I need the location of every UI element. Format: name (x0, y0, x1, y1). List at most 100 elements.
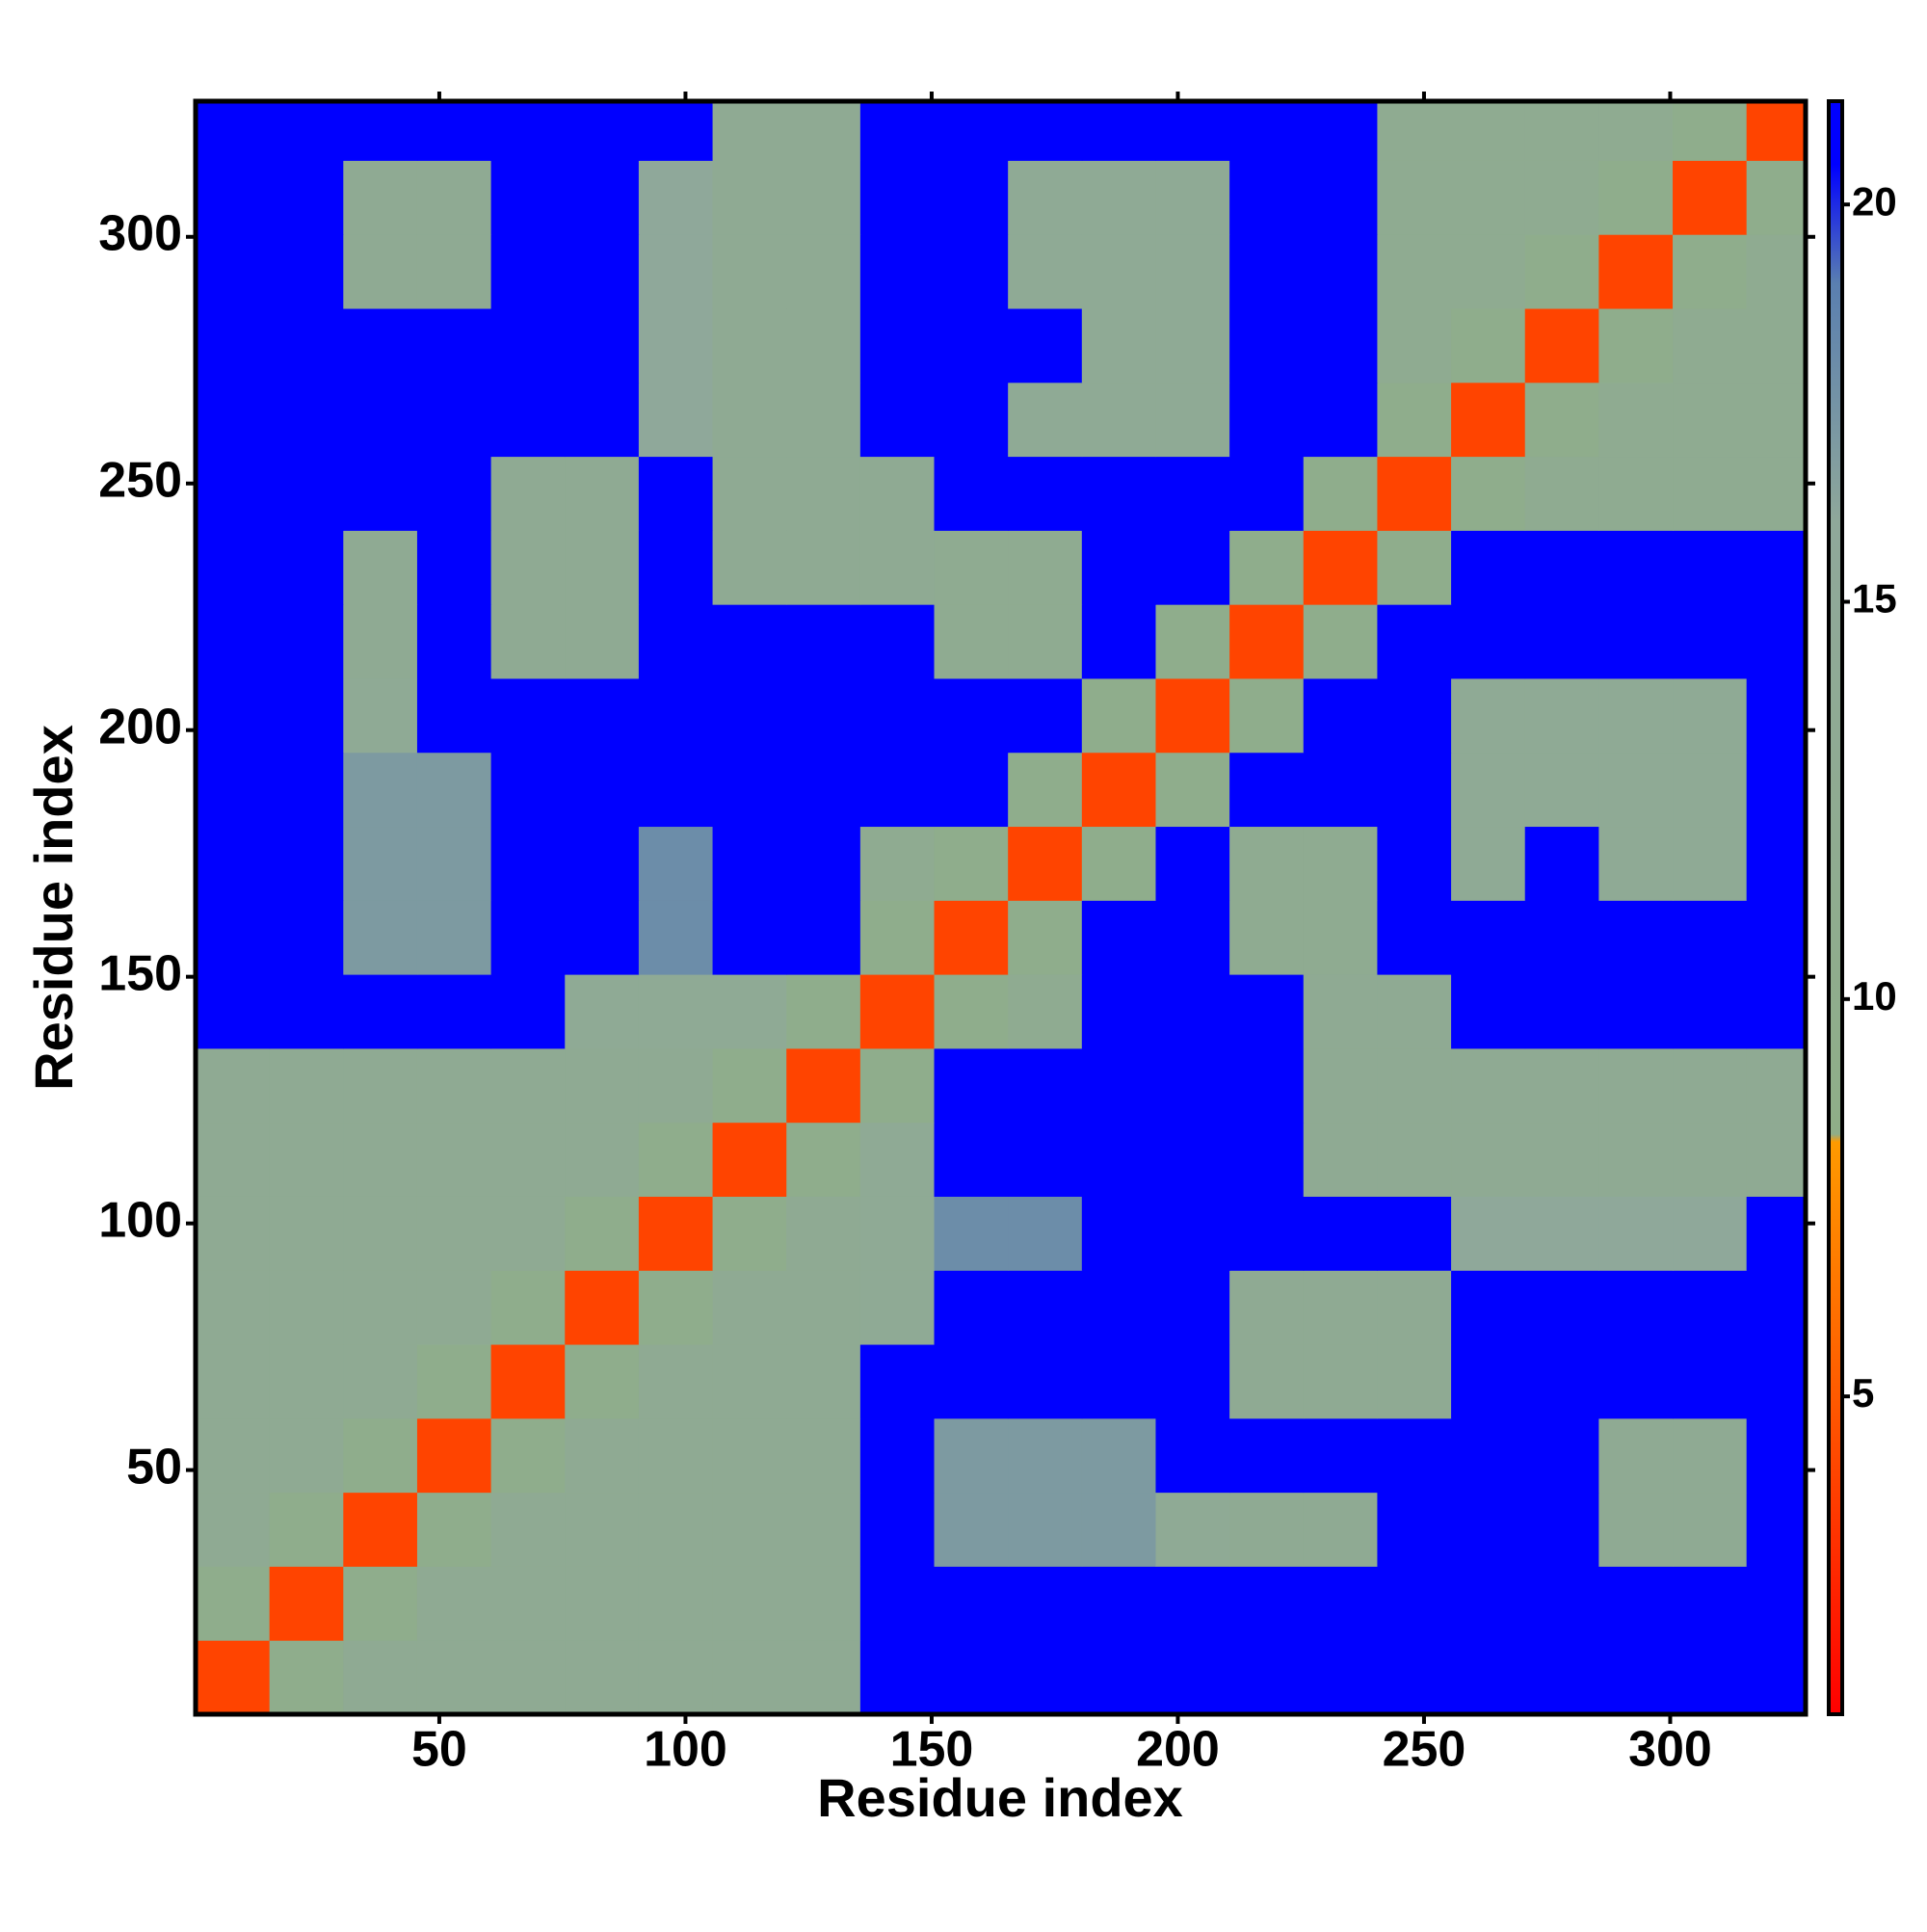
heatmap-cell (1081, 752, 1156, 828)
heatmap-cell (1673, 1417, 1748, 1494)
heatmap-cell (712, 900, 787, 975)
heatmap-cell (343, 1270, 418, 1345)
heatmap-cell (934, 1566, 1009, 1641)
heatmap-cell (490, 677, 566, 754)
heatmap-cell (490, 1417, 566, 1494)
heatmap-cell (1377, 456, 1452, 531)
heatmap-cell (1524, 677, 1599, 754)
heatmap-cell (786, 1417, 861, 1494)
heatmap-cell (859, 1344, 936, 1419)
heatmap-cell (416, 604, 492, 679)
heatmap-cell (712, 101, 787, 161)
heatmap-cell (1451, 1270, 1526, 1345)
heatmap-cell (1081, 160, 1156, 235)
heatmap-cell (565, 530, 640, 605)
heatmap-cell (1598, 1492, 1674, 1567)
heatmap-cell (638, 101, 714, 161)
heatmap-cell (1377, 677, 1452, 754)
heatmap-cell (1673, 974, 1748, 1049)
heatmap-cell (343, 1640, 418, 1715)
x-axis-label: Residue index (817, 1767, 1183, 1828)
heatmap-cell (638, 604, 714, 679)
heatmap-cell (196, 308, 271, 384)
heatmap-cell (565, 1047, 640, 1124)
heatmap-cell (416, 1640, 492, 1715)
heatmap-cell (1598, 1417, 1674, 1494)
heatmap-cell (343, 1196, 418, 1271)
heatmap-cell (1008, 1270, 1083, 1345)
colorbar (1827, 99, 1844, 1716)
heatmap-cell (196, 1270, 271, 1345)
heatmap-cell (1673, 382, 1748, 458)
heatmap-cell (269, 1492, 344, 1567)
heatmap-cell (934, 234, 1009, 309)
y-tick-label: 100 (98, 1192, 182, 1248)
heatmap-cell (269, 382, 344, 458)
heatmap-cell (490, 1640, 566, 1715)
heatmap-cell (1081, 1196, 1156, 1271)
heatmap-cell (1229, 1344, 1305, 1419)
heatmap-cell (1746, 826, 1807, 901)
heatmap-cell (1451, 530, 1526, 605)
heatmap-cell (565, 160, 640, 235)
heatmap-cell (565, 900, 640, 975)
heatmap-cell (1008, 677, 1083, 754)
heatmap-cell (786, 900, 861, 975)
heatmap-cell (416, 1417, 492, 1494)
heatmap-cell (1746, 752, 1807, 828)
heatmap-cell (1303, 1122, 1378, 1197)
heatmap-cell (934, 900, 1009, 975)
heatmap-cell (638, 900, 714, 975)
heatmap-cell (1746, 1344, 1807, 1419)
heatmap-cell (1229, 1196, 1305, 1271)
heatmap-cell (638, 530, 714, 605)
heatmap-cell (1673, 1270, 1748, 1345)
heatmap-cell (1008, 382, 1083, 458)
heatmap-cell (565, 382, 640, 458)
heatmap-cell (1081, 677, 1156, 754)
heatmap-cell (1451, 974, 1526, 1049)
heatmap-cell (1377, 1417, 1452, 1494)
heatmap-cell (1673, 1640, 1748, 1715)
heatmap-cell (1673, 530, 1748, 605)
heatmap-cell (1746, 900, 1807, 975)
heatmap-cell (490, 1196, 566, 1271)
heatmap-cell (859, 101, 936, 161)
heatmap-cell (1008, 101, 1083, 161)
heatmap-cell (1524, 160, 1599, 235)
heatmap-cell (1598, 1270, 1674, 1345)
heatmap-cell (269, 101, 344, 161)
heatmap-cell (712, 1196, 787, 1271)
heatmap-cell (1229, 308, 1305, 384)
heatmap-cell (343, 1047, 418, 1124)
heatmap-cell (1673, 900, 1748, 975)
heatmap-cell (786, 1344, 861, 1419)
heatmap-cell (1008, 604, 1083, 679)
heatmap-cell (712, 752, 787, 828)
heatmap-cell (343, 826, 418, 901)
heatmap-cell (1229, 160, 1305, 235)
heatmap-cell (712, 1270, 787, 1345)
heatmap-cell (490, 234, 566, 309)
heatmap-cell (934, 1122, 1009, 1197)
heatmap-cell (565, 1566, 640, 1641)
heatmap-cell (1377, 974, 1452, 1049)
heatmap-cell (1746, 1196, 1807, 1271)
heatmap-cell (638, 456, 714, 531)
heatmap-cell (1377, 382, 1452, 458)
heatmap-cell (859, 530, 936, 605)
heatmap-cell (490, 160, 566, 235)
heatmap-cell (416, 1270, 492, 1345)
x-tick-label: 50 (411, 1722, 467, 1778)
heatmap-cell (934, 752, 1009, 828)
heatmap-cell (1524, 1196, 1599, 1271)
heatmap-cell (1155, 826, 1230, 901)
heatmap-cell (1598, 382, 1674, 458)
x-tick-label: 100 (644, 1722, 727, 1778)
heatmap-cell (416, 234, 492, 309)
heatmap-cell (343, 900, 418, 975)
heatmap-cell (1008, 1640, 1083, 1715)
heatmap-cell (1081, 530, 1156, 605)
heatmap-cell (1081, 456, 1156, 531)
heatmap-cell (1673, 234, 1748, 309)
